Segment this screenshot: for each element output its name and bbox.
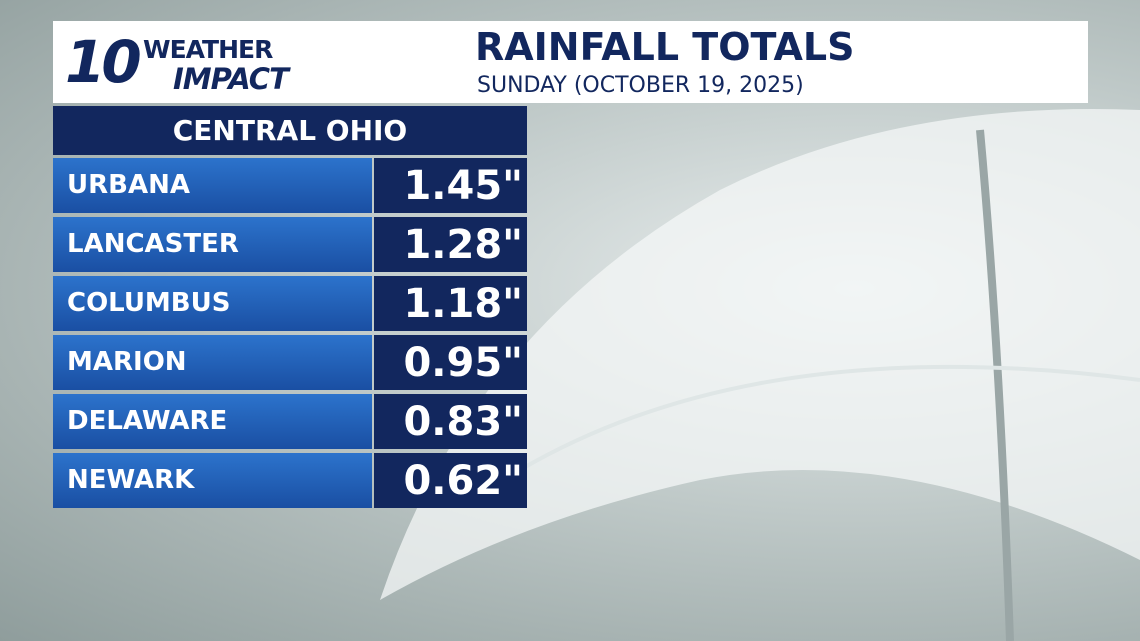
- logo-text: IMPACT: [173, 62, 289, 96]
- rainfall-value: 0.62": [374, 453, 527, 508]
- umbrella-edge: [518, 364, 1140, 472]
- table-row: DELAWARE 0.83": [53, 394, 527, 449]
- table-row: URBANA 1.45": [53, 158, 527, 213]
- rainfall-value: 1.28": [374, 217, 527, 272]
- umbrella: [380, 109, 1140, 600]
- city-name: URBANA: [53, 158, 372, 213]
- city-name: COLUMBUS: [53, 276, 372, 331]
- banner: 10 WEATHER IMPACT RAINFALL TOTALS SUNDAY…: [53, 21, 1088, 103]
- logo-number: 10: [65, 28, 142, 96]
- rainfall-value: 1.18": [374, 276, 527, 331]
- city-name: DELAWARE: [53, 394, 372, 449]
- rainfall-value: 0.83": [374, 394, 527, 449]
- table-row: LANCASTER 1.28": [53, 217, 527, 272]
- title: RAINFALL TOTALS: [475, 25, 855, 69]
- subtitle: SUNDAY (OCTOBER 19, 2025): [477, 73, 804, 98]
- city-name: MARION: [53, 335, 372, 390]
- city-name: NEWARK: [53, 453, 372, 508]
- table-row: MARION 0.95": [53, 335, 527, 390]
- table-row: NEWARK 0.62": [53, 453, 527, 508]
- table-row: COLUMBUS 1.18": [53, 276, 527, 331]
- table: CENTRAL OHIO URBANA 1.45" LANCASTER 1.28" CO…: [53, 106, 527, 512]
- rainfall-value: 0.95": [374, 335, 527, 390]
- city-name: LANCASTER: [53, 217, 372, 272]
- table-header: CENTRAL OHIO: [53, 106, 527, 155]
- rainfall-value: 1.45": [374, 158, 527, 213]
- logo-text: WEATHER: [143, 35, 273, 64]
